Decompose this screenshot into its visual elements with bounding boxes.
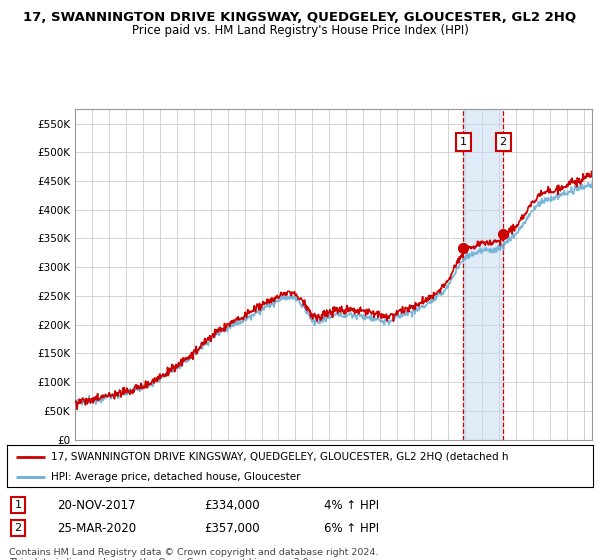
- Text: 2: 2: [500, 137, 507, 147]
- Text: 1: 1: [460, 137, 467, 147]
- Text: HPI: Average price, detached house, Gloucester: HPI: Average price, detached house, Glou…: [51, 472, 301, 482]
- Text: £334,000: £334,000: [204, 498, 260, 512]
- Text: 6% ↑ HPI: 6% ↑ HPI: [324, 521, 379, 535]
- Text: 17, SWANNINGTON DRIVE KINGSWAY, QUEDGELEY, GLOUCESTER, GL2 2HQ (detached h: 17, SWANNINGTON DRIVE KINGSWAY, QUEDGELE…: [51, 452, 509, 462]
- Text: £357,000: £357,000: [204, 521, 260, 535]
- Text: 25-MAR-2020: 25-MAR-2020: [57, 521, 136, 535]
- Text: 2: 2: [14, 523, 22, 533]
- Text: 17, SWANNINGTON DRIVE KINGSWAY, QUEDGELEY, GLOUCESTER, GL2 2HQ: 17, SWANNINGTON DRIVE KINGSWAY, QUEDGELE…: [23, 11, 577, 24]
- Text: 4% ↑ HPI: 4% ↑ HPI: [324, 498, 379, 512]
- Text: Price paid vs. HM Land Registry's House Price Index (HPI): Price paid vs. HM Land Registry's House …: [131, 24, 469, 36]
- Text: 20-NOV-2017: 20-NOV-2017: [57, 498, 136, 512]
- Text: 1: 1: [14, 500, 22, 510]
- Text: Contains HM Land Registry data © Crown copyright and database right 2024.
This d: Contains HM Land Registry data © Crown c…: [9, 548, 379, 560]
